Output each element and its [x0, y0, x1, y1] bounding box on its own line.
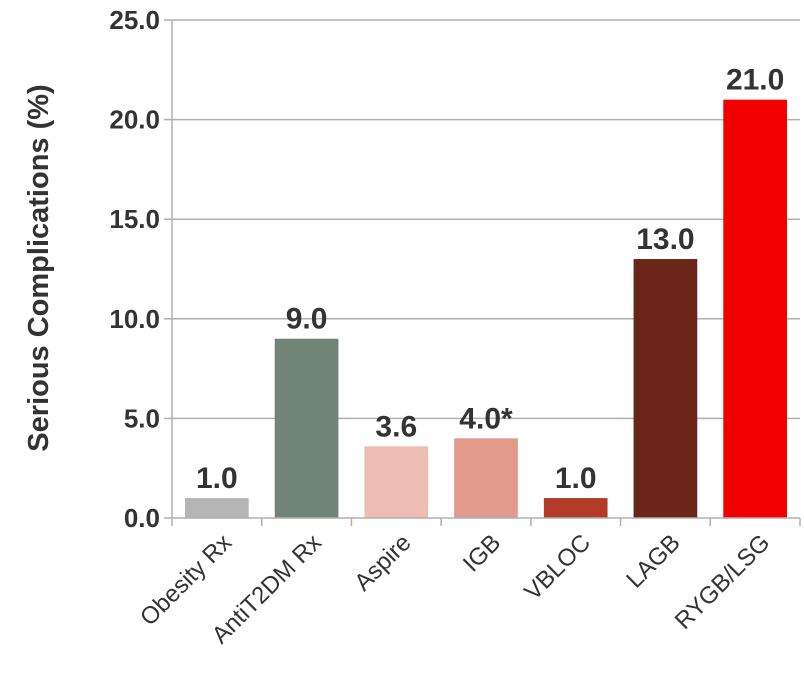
y-axis-title: Serious Complications (%) — [23, 84, 55, 451]
y-tick-label: 15.0 — [109, 204, 160, 234]
category-label: VBLOC — [519, 529, 596, 606]
y-tick-label: 20.0 — [109, 105, 160, 135]
data-label: 3.6 — [375, 410, 417, 443]
bar — [454, 438, 518, 518]
data-label: 1.0 — [196, 462, 238, 495]
data-labels: 1.0 9.0 3.6 4.0* 1.0 13.0 21.0 — [196, 64, 784, 495]
y-tick-label: 0.0 — [124, 503, 160, 533]
bar — [723, 99, 787, 519]
y-tick-labels: 0.0 5.0 10.0 15.0 20.0 25.0 — [109, 5, 160, 533]
y-tick-label: 5.0 — [124, 403, 160, 433]
category-label: Aspire — [349, 529, 416, 596]
data-label: 13.0 — [636, 223, 694, 256]
data-label: 4.0* — [459, 402, 513, 435]
data-label: 1.0 — [555, 462, 597, 495]
bar — [364, 446, 429, 518]
category-label: LAGB — [621, 529, 685, 593]
axes — [164, 19, 801, 526]
gridlines — [172, 19, 800, 420]
category-label: RYGB/LSG — [670, 529, 776, 635]
bar — [633, 259, 698, 518]
bar — [185, 498, 249, 518]
bar — [274, 338, 339, 518]
bars — [185, 99, 787, 519]
y-tick-label: 25.0 — [109, 5, 160, 35]
y-tick-label: 10.0 — [109, 304, 160, 334]
bar — [543, 498, 608, 518]
data-label: 9.0 — [286, 303, 328, 336]
data-label: 21.0 — [726, 64, 784, 97]
category-label: IGB — [458, 529, 506, 577]
